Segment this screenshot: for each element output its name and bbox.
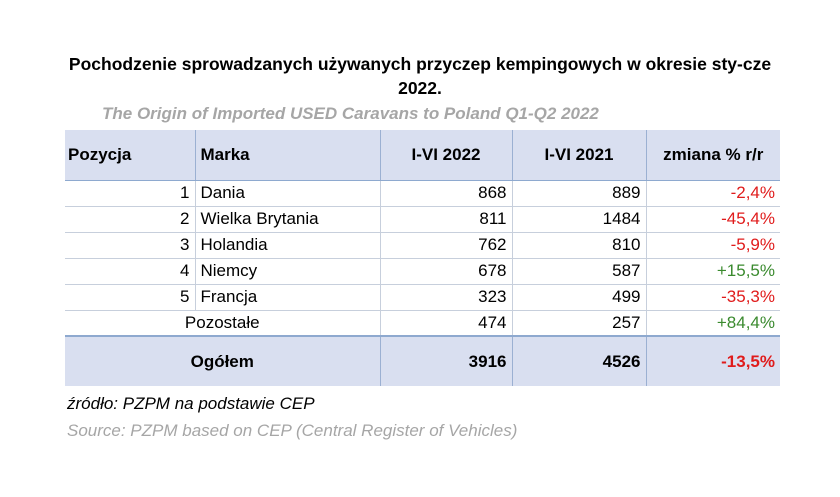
row-position: 3	[65, 232, 195, 259]
page-subtitle: The Origin of Imported USED Caravans to …	[102, 104, 599, 123]
row-value-2022: 678	[379, 258, 512, 285]
row-brand: Holandia	[194, 232, 380, 259]
source-note-english: Source: PZPM based on CEP (Central Regis…	[67, 421, 518, 440]
row-value-2021: 1484	[511, 206, 646, 233]
table-row: 4 Niemcy 678 587 +15,5%	[65, 258, 780, 285]
table-row: 5 Francja 323 499 -35,3%	[65, 284, 780, 311]
row-change: -5,9%	[645, 232, 780, 259]
other-value-2022: 474	[379, 310, 512, 337]
total-change: -13,5%	[645, 335, 780, 386]
table-row: 1 Dania 868 889 -2,4%	[65, 180, 780, 207]
row-position: 5	[65, 284, 195, 311]
header-2022: I-VI 2022	[379, 130, 512, 181]
other-value-2021: 257	[511, 310, 646, 337]
row-position: 4	[65, 258, 195, 285]
row-change: +15,5%	[645, 258, 780, 285]
row-value-2022: 323	[379, 284, 512, 311]
source-note-polish: źródło: PZPM na podstawie CEP	[67, 394, 315, 413]
caravan-origin-table: Pozycja Marka I-VI 2022 I-VI 2021 zmiana…	[65, 130, 780, 386]
row-value-2021: 810	[511, 232, 646, 259]
table-header-row: Pozycja Marka I-VI 2022 I-VI 2021 zmiana…	[65, 130, 780, 181]
row-change: -35,3%	[645, 284, 780, 311]
page-title: Pochodzenie sprowadzanych używanych przy…	[68, 54, 772, 98]
header-brand: Marka	[194, 130, 380, 181]
row-brand: Dania	[194, 180, 380, 207]
row-brand: Niemcy	[194, 258, 380, 285]
row-brand: Wielka Brytania	[194, 206, 380, 233]
row-value-2021: 889	[511, 180, 646, 207]
total-label: Ogółem	[65, 335, 380, 386]
row-change: -45,4%	[645, 206, 780, 233]
row-value-2021: 499	[511, 284, 646, 311]
table-row: 2 Wielka Brytania 811 1484 -45,4%	[65, 206, 780, 233]
row-value-2022: 762	[379, 232, 512, 259]
total-value-2022: 3916	[379, 335, 512, 386]
total-value-2021: 4526	[511, 335, 646, 386]
header-change: zmiana % r/r	[645, 130, 780, 181]
row-change: -2,4%	[645, 180, 780, 207]
other-change: +84,4%	[645, 310, 780, 337]
row-position: 2	[65, 206, 195, 233]
table-row-total: Ogółem 3916 4526 -13,5%	[65, 335, 780, 386]
table-row: 3 Holandia 762 810 -5,9%	[65, 232, 780, 259]
row-position: 1	[65, 180, 195, 207]
header-position: Pozycja	[65, 130, 195, 181]
table-row-other: Pozostałe 474 257 +84,4%	[65, 310, 780, 337]
other-label: Pozostałe	[65, 310, 380, 337]
row-value-2022: 868	[379, 180, 512, 207]
row-value-2022: 811	[379, 206, 512, 233]
row-brand: Francja	[194, 284, 380, 311]
header-2021: I-VI 2021	[511, 130, 646, 181]
row-value-2021: 587	[511, 258, 646, 285]
